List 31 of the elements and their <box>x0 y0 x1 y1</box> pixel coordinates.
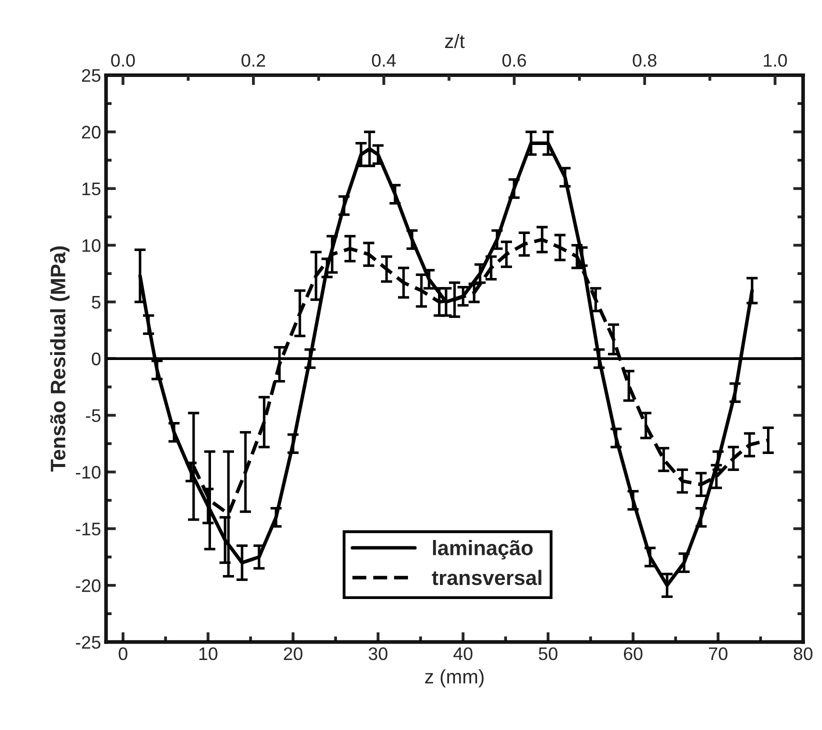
x-tick-label: 0 <box>118 647 128 660</box>
y-tick-label: 0 <box>92 352 100 366</box>
x-tick-label: 10 <box>199 647 218 660</box>
x-tick-label: 70 <box>708 647 728 660</box>
y-tick-label: 25 <box>82 69 100 82</box>
y-tick-label: -20 <box>76 579 100 592</box>
x-tick-label: 80 <box>794 647 812 660</box>
y-tick-label: 15 <box>82 182 100 196</box>
y-tick-label: 5 <box>92 296 100 309</box>
x2-tick-label: 0.6 <box>502 54 526 67</box>
y-tick-label: -25 <box>76 636 100 649</box>
y-tick-label: 20 <box>82 126 100 139</box>
x-tick-label: 40 <box>453 647 472 660</box>
x2-tick-label: 0.8 <box>632 54 656 67</box>
x-tick-label: 50 <box>538 647 558 660</box>
y-tick-label: 10 <box>82 239 100 252</box>
legend-label: laminação <box>433 540 533 560</box>
x2-tick-label: 0.0 <box>111 54 135 67</box>
y-axis-title: Tensão Residual (MPa) <box>50 246 70 472</box>
x-tick-label: 20 <box>284 647 302 660</box>
legend-label: transversal <box>432 570 542 586</box>
x-tick-label: 60 <box>624 647 642 660</box>
x-axis-title: z (mm) <box>425 669 484 688</box>
x2-tick-label: 0.2 <box>242 54 266 67</box>
x2-tick-label: 0.4 <box>372 54 396 67</box>
x2-tick-label: 1.0 <box>764 54 787 67</box>
y-tick-label: -5 <box>86 409 100 422</box>
y-tick-label: -15 <box>76 522 100 536</box>
y-tick-label: -10 <box>76 466 100 479</box>
x-tick-label: 30 <box>368 647 388 660</box>
x2-axis-title: z/t <box>445 34 465 48</box>
